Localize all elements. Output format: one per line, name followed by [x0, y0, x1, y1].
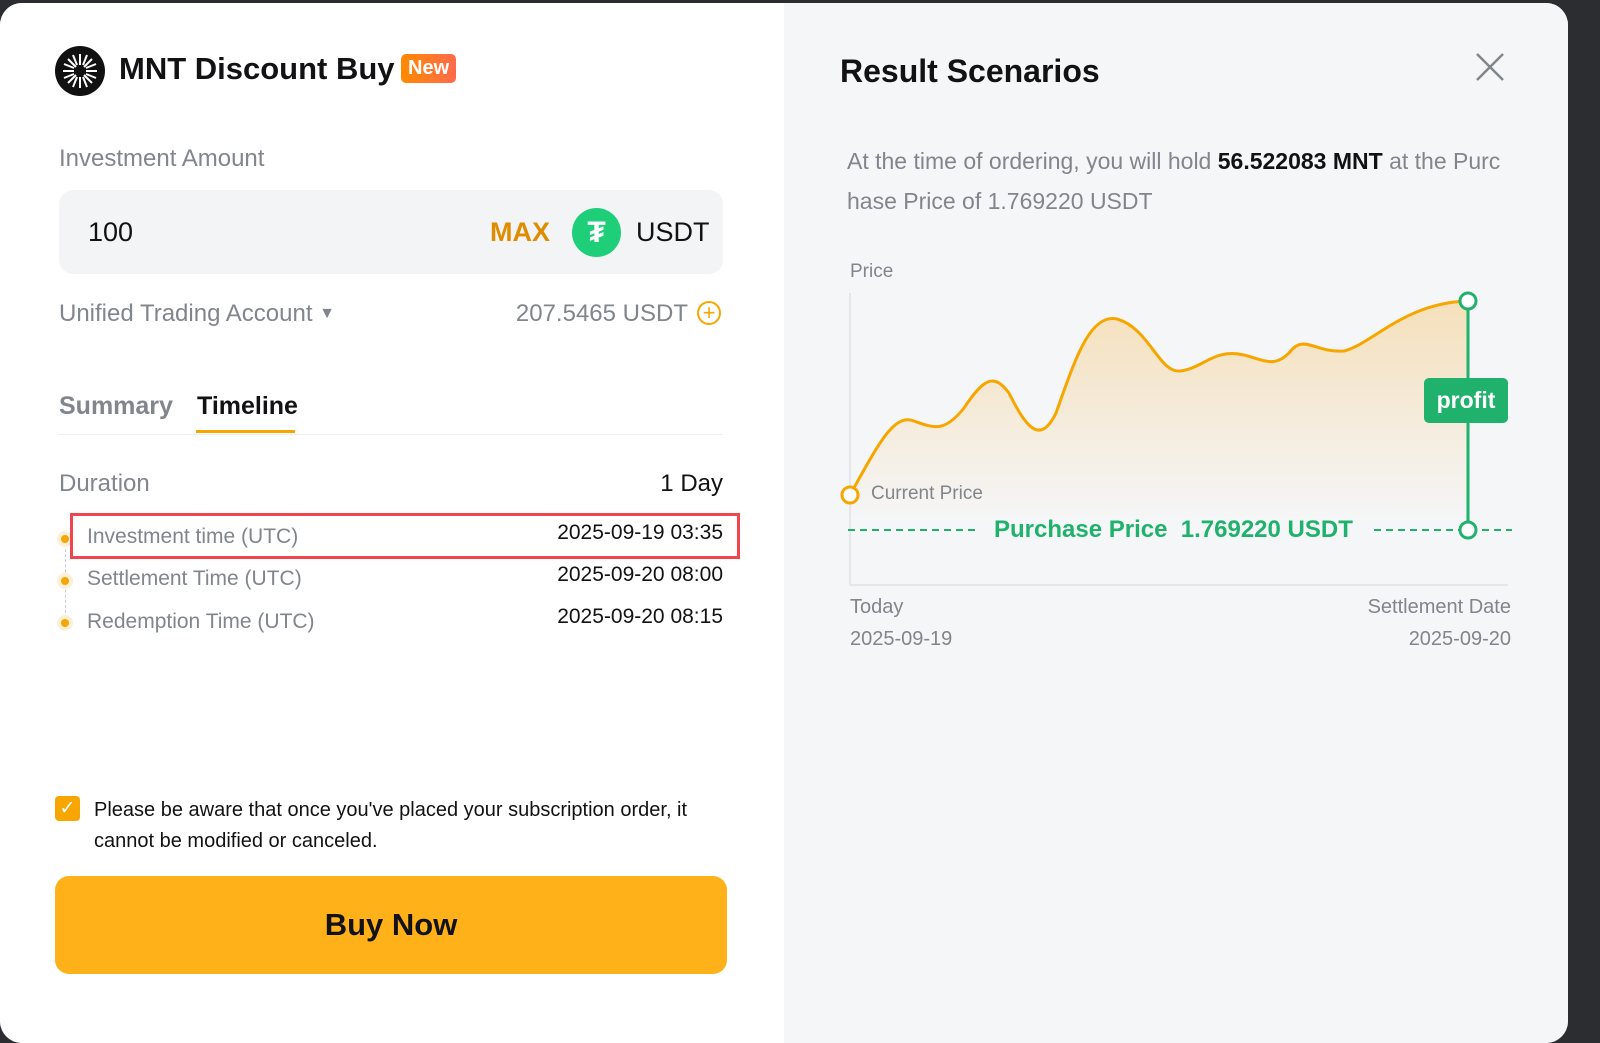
redemption-time-label: Redemption Time (UTC) [87, 610, 315, 633]
y-axis-label: Price [850, 261, 894, 282]
account-selector[interactable]: Unified Trading Account ▼ [59, 300, 335, 328]
highlight-box [70, 513, 740, 559]
tab-timeline[interactable]: Timeline [197, 392, 298, 420]
duration-label: Duration [59, 470, 150, 497]
profit-tag: profit [1424, 378, 1508, 423]
desc-text: at the Purchase Price of 1.769220 USDT [847, 148, 1501, 214]
investment-amount-input[interactable]: 100 MAX ₮ USDT [59, 190, 723, 274]
settlement-time-label: Settlement Time (UTC) [87, 567, 302, 590]
discount-buy-modal: MNT Discount Buy New Investment Amount 1… [0, 3, 1568, 1043]
investment-amount-label: Investment Amount [59, 145, 265, 172]
duration-value: 1 Day [660, 470, 723, 497]
buy-now-button[interactable]: Buy Now [55, 876, 727, 974]
caret-down-icon: ▼ [319, 305, 336, 322]
settlement-price-point [1458, 291, 1478, 311]
purchase-price-label: Purchase Price 1.769220 USDT [994, 516, 1353, 543]
new-badge: New [401, 54, 457, 83]
redemption-time-value: 2025-09-20 08:15 [557, 605, 723, 628]
timeline-dot [61, 619, 69, 627]
x-end-label: Settlement Date [1367, 596, 1511, 618]
tab-divider [59, 434, 723, 435]
agree-checkbox[interactable]: ✓ [55, 796, 80, 821]
scenarios-title: Result Scenarios [840, 53, 1100, 89]
desc-text: At the time of ordering, you will hold [847, 148, 1218, 174]
amount-value[interactable]: 100 [88, 217, 134, 247]
usdt-icon: ₮ [572, 208, 621, 257]
timeline-dot [61, 577, 69, 585]
product-title: MNT Discount Buy [119, 51, 395, 86]
result-scenarios-panel: Result Scenarios At the time of ordering… [784, 3, 1568, 1043]
add-funds-icon[interactable]: + [697, 301, 721, 325]
investment-time-value: 2025-09-19 03:35 [557, 521, 723, 544]
x-end-date: 2025-09-20 [1408, 628, 1511, 650]
settlement-time-value: 2025-09-20 08:00 [557, 563, 723, 586]
active-tab-indicator [196, 430, 295, 433]
profit-area [850, 301, 1468, 523]
hold-amount: 56.522083 MNT [1217, 148, 1383, 174]
current-price-point [840, 485, 860, 505]
max-button[interactable]: MAX [490, 217, 550, 247]
mnt-logo-icon [55, 46, 105, 96]
x-start-label: Today [850, 596, 904, 618]
timeline-dot [61, 535, 69, 543]
x-start-date: 2025-09-19 [850, 628, 953, 650]
close-icon[interactable] [1474, 51, 1506, 88]
tab-summary[interactable]: Summary [59, 392, 173, 420]
current-price-label: Current Price [871, 483, 983, 504]
price-scenario-chart [840, 291, 1512, 586]
scenarios-description: At the time of ordering, you will hold 5… [847, 141, 1507, 221]
currency-label: USDT [636, 217, 710, 247]
disclaimer-text: Please be aware that once you've placed … [94, 799, 688, 852]
order-panel: MNT Discount Buy New Investment Amount 1… [0, 3, 784, 1043]
investment-time-label: Investment time (UTC) [87, 525, 299, 548]
available-balance: 207.5465 USDT [515, 300, 688, 327]
price-line [848, 299, 1469, 496]
purchase-price-point [1458, 520, 1478, 540]
account-name: Unified Trading Account [59, 300, 313, 327]
